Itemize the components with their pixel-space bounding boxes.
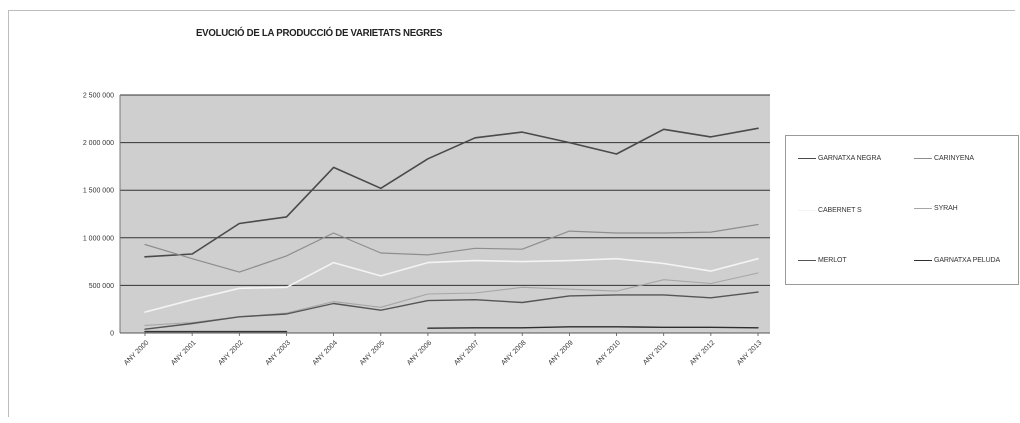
- legend-item-cabernet-s: CABERNET S: [798, 207, 862, 214]
- legend-swatch: [798, 158, 816, 159]
- x-tick-label: ANY 2001: [170, 339, 197, 366]
- x-tick-label: ANY 2003: [264, 339, 291, 366]
- chart-title: EVOLUCIÓ DE LA PRODUCCIÓ DE VARIETATS NE…: [196, 27, 443, 39]
- x-tick-label: ANY 2008: [500, 339, 527, 366]
- x-tick-label: ANY 2002: [217, 339, 244, 366]
- legend-label: GARNATXA PELUDA: [934, 257, 1001, 264]
- y-tick-label: 500 000: [89, 283, 114, 290]
- legend-swatch: [914, 260, 932, 261]
- chart-legend: GARNATXA NEGRA CARINYENA CABERNET S SYRA…: [785, 135, 1019, 285]
- legend-label: CABERNET S: [818, 207, 862, 214]
- legend-item-garnatxa-peluda: GARNATXA PELUDA: [914, 257, 1000, 264]
- x-tick-label: ANY 2007: [453, 339, 480, 366]
- x-tick-label: ANY 2010: [595, 339, 622, 366]
- y-tick-label: 2 500 000: [83, 93, 114, 100]
- y-tick-label: 1 000 000: [83, 235, 114, 242]
- legend-swatch: [798, 260, 816, 261]
- legend-label: CARINYENA: [934, 155, 974, 162]
- x-tick-label: ANY 2009: [547, 339, 574, 366]
- x-tick-label: ANY 2000: [123, 339, 150, 366]
- legend-swatch: [914, 158, 932, 159]
- legend-item-carinyena: CARINYENA: [914, 155, 974, 162]
- x-tick-label: ANY 2006: [406, 339, 433, 366]
- legend-item-merlot: MERLOT: [798, 257, 847, 264]
- legend-label: SYRAH: [934, 205, 958, 212]
- legend-item-syrah: SYRAH: [914, 205, 958, 212]
- series-line: [144, 127, 759, 258]
- y-tick-label: 0: [110, 331, 114, 338]
- x-tick-label: ANY 2005: [359, 339, 386, 366]
- series-line: [427, 326, 759, 329]
- legend-item-garnatxa-negra: GARNATXA NEGRA: [798, 155, 881, 162]
- x-tick-label: ANY 2013: [736, 339, 763, 366]
- legend-label: MERLOT: [818, 257, 847, 264]
- x-tick-label: ANY 2004: [312, 339, 339, 366]
- x-tick-label: ANY 2011: [642, 339, 669, 366]
- legend-swatch: [798, 210, 816, 211]
- x-tick-label: ANY 2012: [689, 339, 716, 366]
- y-tick-label: 1 500 000: [83, 188, 114, 195]
- legend-label: GARNATXA NEGRA: [818, 155, 882, 162]
- series-line: [144, 291, 759, 330]
- series-line: [144, 223, 759, 273]
- y-tick-label: 2 000 000: [83, 140, 114, 147]
- series-line: [144, 257, 759, 313]
- legend-swatch: [914, 208, 932, 209]
